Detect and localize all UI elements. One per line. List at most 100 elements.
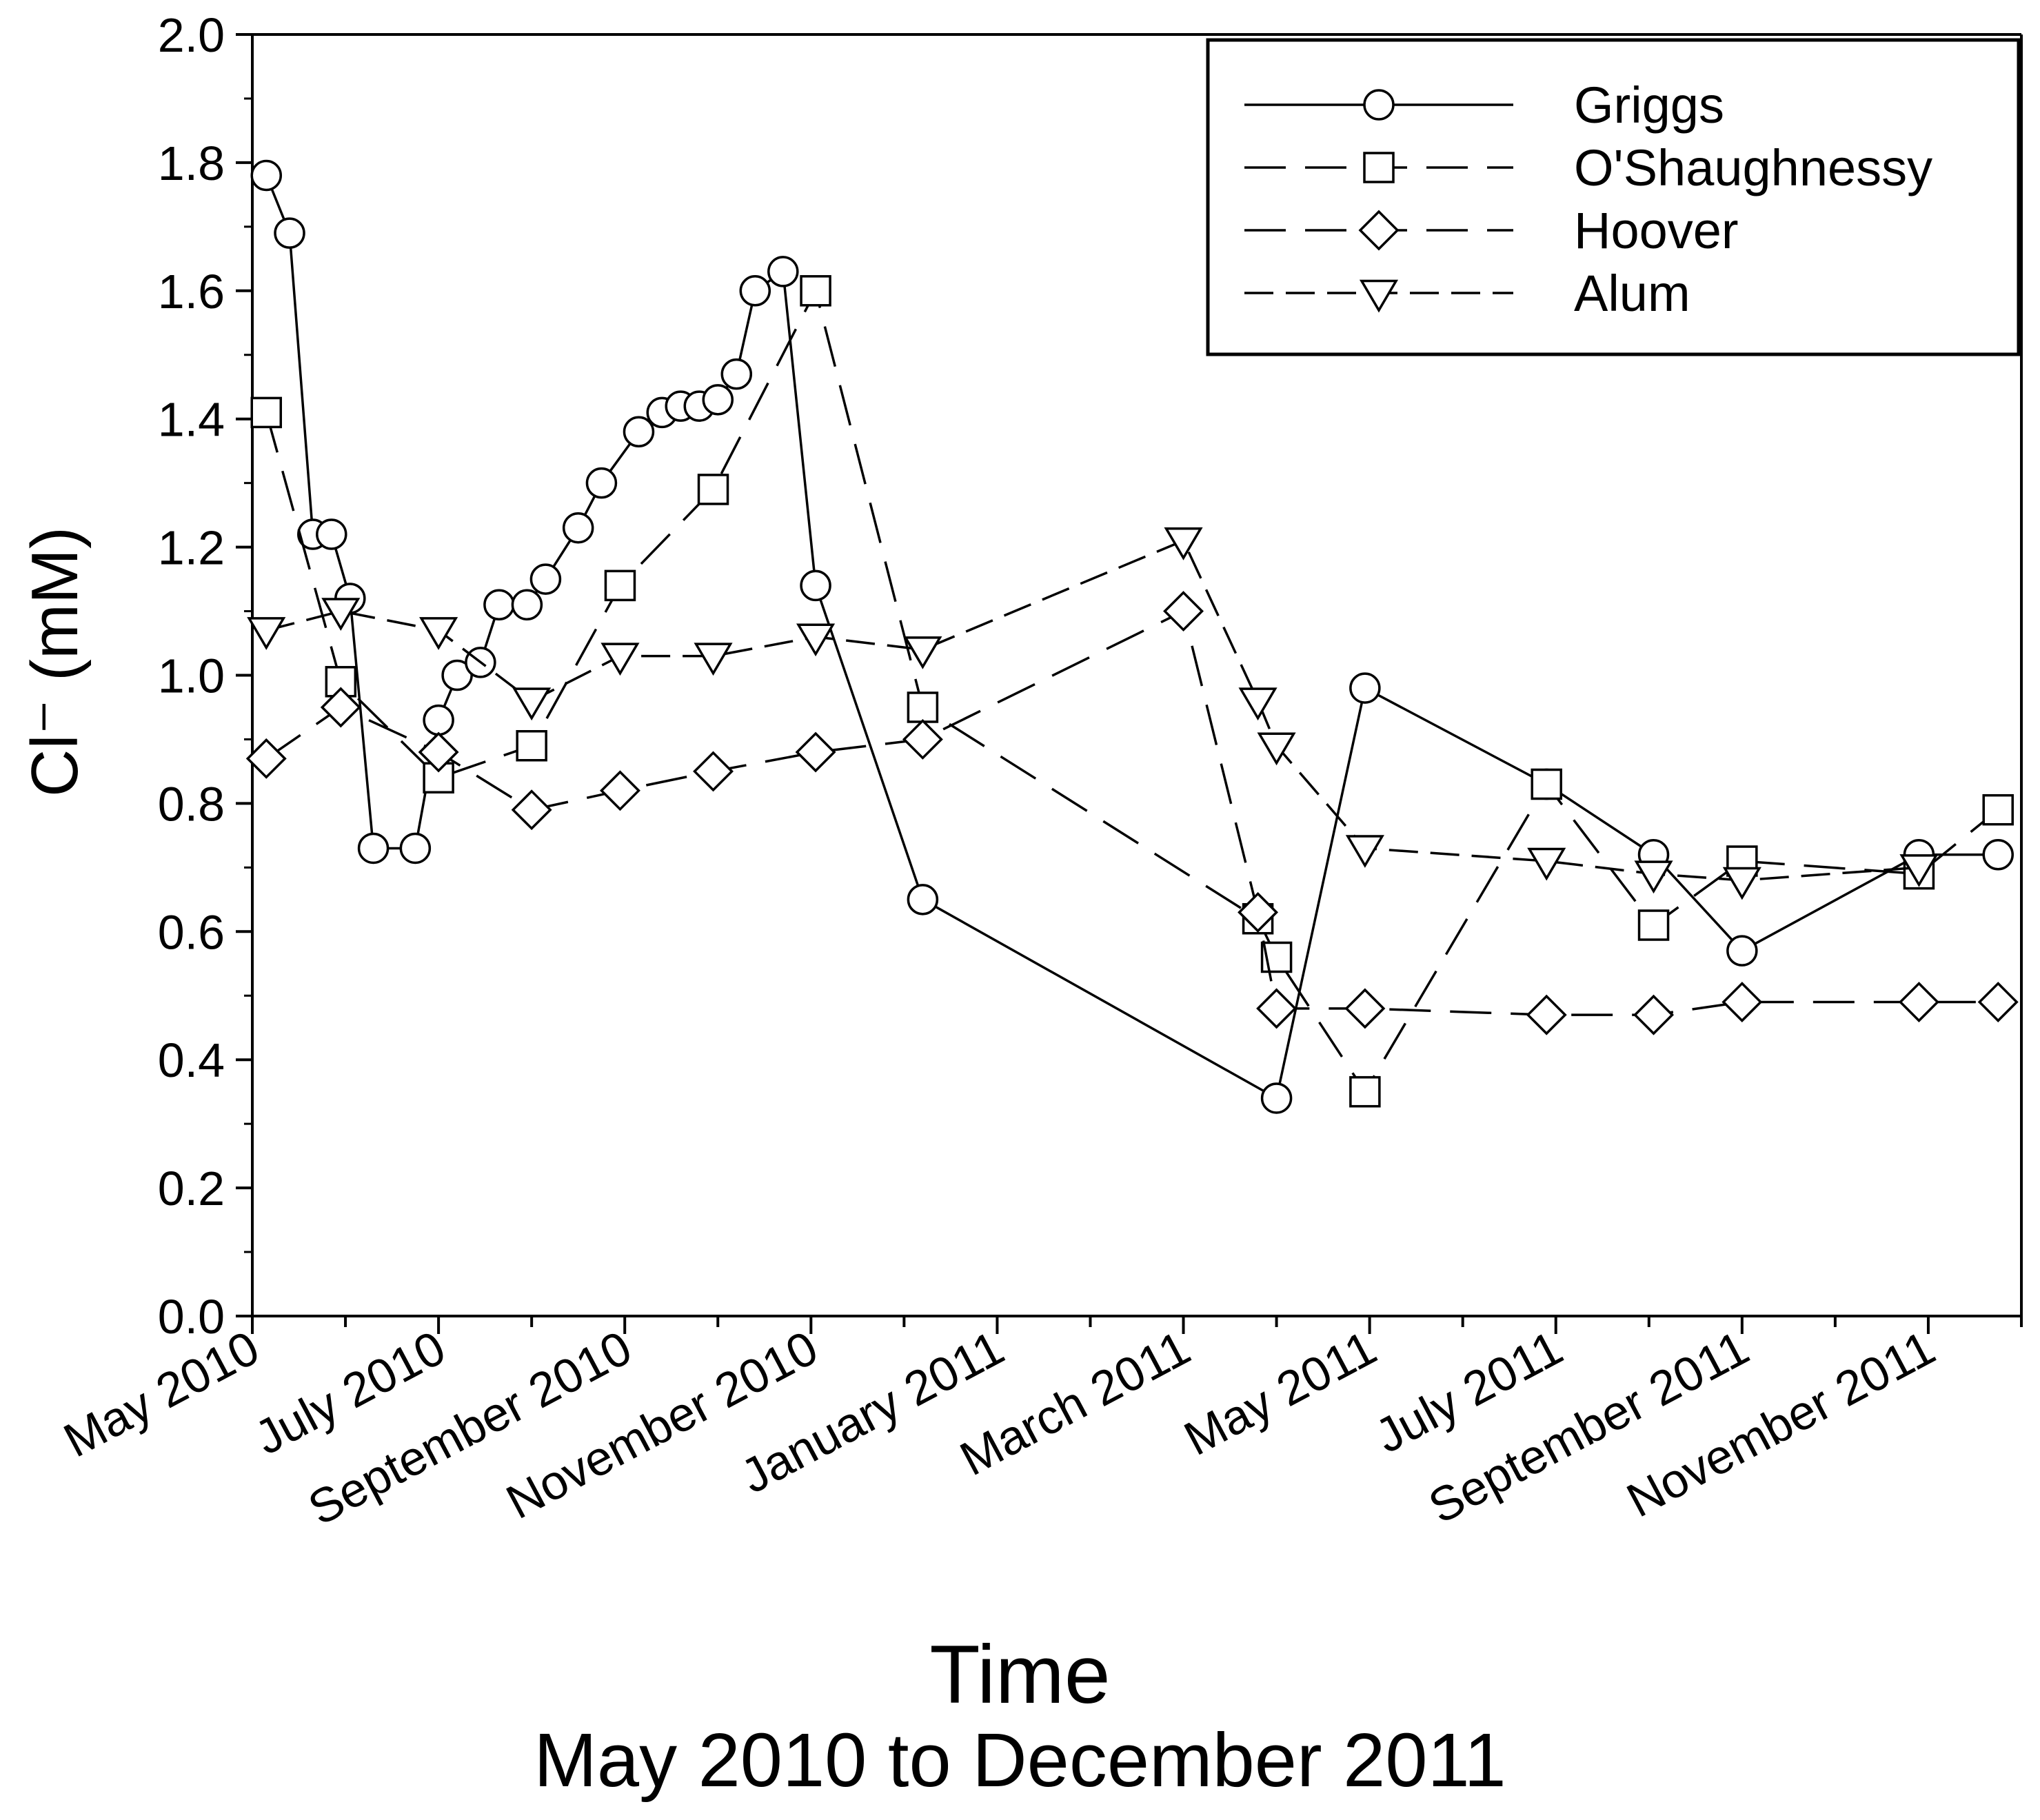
data-point-hoover xyxy=(599,770,640,811)
y-tick-label: 1.4 xyxy=(158,393,225,447)
y-tick-label: 1.8 xyxy=(158,136,225,190)
data-point-alum xyxy=(512,687,552,721)
x-tick-label: November 2010 xyxy=(498,1320,826,1529)
data-point-o-shaughnessy xyxy=(1349,1075,1381,1108)
data-point-griggs xyxy=(907,884,939,916)
data-point-hoover xyxy=(418,731,459,773)
data-point-griggs xyxy=(623,416,655,448)
data-point-o-shaughnessy xyxy=(1982,793,2014,826)
series-griggs xyxy=(250,159,2014,1114)
data-point-griggs xyxy=(800,569,831,602)
data-point-griggs xyxy=(483,589,515,621)
legend-marker-o-shaughnessy xyxy=(1363,152,1395,183)
data-point-hoover xyxy=(1526,994,1567,1035)
data-point-griggs xyxy=(529,563,562,595)
data-point-hoover xyxy=(1163,591,1204,632)
data-point-hoover xyxy=(320,687,361,728)
data-point-alum xyxy=(1257,732,1296,766)
data-point-griggs xyxy=(357,832,390,865)
data-point-alum xyxy=(419,617,458,650)
x-tick-label: May 2011 xyxy=(1175,1320,1384,1466)
legend-marker-alum xyxy=(1359,279,1399,313)
data-point-alum xyxy=(247,617,286,650)
data-point-griggs xyxy=(585,467,618,499)
data-point-alum xyxy=(1634,860,1673,894)
data-point-griggs xyxy=(399,832,432,865)
data-point-o-shaughnessy xyxy=(516,729,547,762)
data-point-hoover xyxy=(1256,988,1297,1029)
data-point-griggs xyxy=(1982,839,2014,871)
data-point-griggs xyxy=(316,518,347,550)
data-point-griggs xyxy=(562,512,594,544)
data-point-griggs xyxy=(250,159,283,192)
legend-label-griggs: Griggs xyxy=(1574,77,1724,134)
data-point-o-shaughnessy xyxy=(697,474,729,505)
data-point-alum xyxy=(903,636,942,669)
x-tick-label: November 2011 xyxy=(1618,1320,1943,1527)
data-point-griggs xyxy=(1260,1082,1293,1114)
data-point-griggs xyxy=(1726,935,1758,967)
data-point-o-shaughnessy xyxy=(1260,941,1293,973)
data-point-hoover xyxy=(511,789,552,831)
y-tick-label: 1.2 xyxy=(158,521,225,575)
y-tick-label: 0.0 xyxy=(158,1290,225,1344)
data-point-griggs xyxy=(702,384,734,416)
data-point-alum xyxy=(1722,867,1761,900)
data-point-o-shaughnessy xyxy=(907,691,939,723)
data-point-hoover xyxy=(1633,994,1675,1035)
legend-label-o-shaughnessy: O'Shaughnessy xyxy=(1574,139,1932,196)
data-point-o-shaughnessy xyxy=(250,396,283,429)
y-tick-label: 0.4 xyxy=(158,1033,225,1087)
data-point-hoover xyxy=(902,718,943,760)
data-point-griggs xyxy=(739,275,771,307)
data-point-hoover xyxy=(1721,982,1763,1023)
data-point-alum xyxy=(1345,835,1384,868)
x-axis-title: Time xyxy=(929,1628,1111,1721)
data-point-hoover xyxy=(1344,988,1386,1029)
legend-box xyxy=(1206,38,2021,356)
y-tick-label: 1.0 xyxy=(158,649,225,703)
legend-label-hoover: Hoover xyxy=(1574,202,1739,259)
data-point-griggs xyxy=(1349,672,1381,704)
legend-marker-hoover xyxy=(1358,210,1400,251)
legend-label-alum: Alum xyxy=(1574,265,1690,322)
data-point-hoover xyxy=(1898,982,1939,1023)
y-axis: 0.0 0.2 0.4 0.6 0.8 1.0 1.2 1.4 1.6 1.8 2.0 xyxy=(158,8,252,1344)
data-point-griggs xyxy=(511,589,543,621)
data-point-alum xyxy=(321,598,361,631)
series-hoover xyxy=(245,591,2019,1035)
y-tick-label: 0.8 xyxy=(158,777,225,831)
series-alum xyxy=(247,527,1939,900)
x-tick-label: September 2010 xyxy=(300,1320,640,1535)
data-point-o-shaughnessy xyxy=(604,569,636,602)
y-tick-label: 0.2 xyxy=(158,1162,225,1215)
y-tick-label: 1.6 xyxy=(158,265,225,318)
data-point-hoover xyxy=(245,738,287,779)
legend-marker-griggs xyxy=(1363,89,1395,121)
data-point-alum xyxy=(796,623,836,657)
y-tick-label: 2.0 xyxy=(158,8,225,62)
data-point-griggs xyxy=(274,217,305,249)
data-point-o-shaughnessy xyxy=(1531,768,1562,800)
y-tick-label: 0.6 xyxy=(158,905,225,959)
data-point-alum xyxy=(1899,854,1939,887)
series-line-alum xyxy=(265,539,1919,882)
x-tick-label: September 2011 xyxy=(1420,1320,1757,1533)
data-point-alum xyxy=(1238,687,1277,721)
data-point-alum xyxy=(1527,847,1566,881)
series-line-o-shaughnessy xyxy=(265,287,1999,1094)
data-point-hoover xyxy=(693,751,734,792)
data-point-griggs xyxy=(423,704,454,736)
data-point-hoover xyxy=(1977,982,2019,1023)
data-point-griggs xyxy=(767,256,799,287)
data-point-alum xyxy=(694,643,733,676)
data-point-hoover xyxy=(1238,891,1279,933)
data-point-alum xyxy=(1164,527,1203,560)
x-axis-subtitle: May 2010 to December 2011 xyxy=(534,1718,1506,1803)
data-point-alum xyxy=(600,643,640,676)
data-point-hoover xyxy=(795,731,836,773)
data-point-o-shaughnessy xyxy=(800,275,831,307)
